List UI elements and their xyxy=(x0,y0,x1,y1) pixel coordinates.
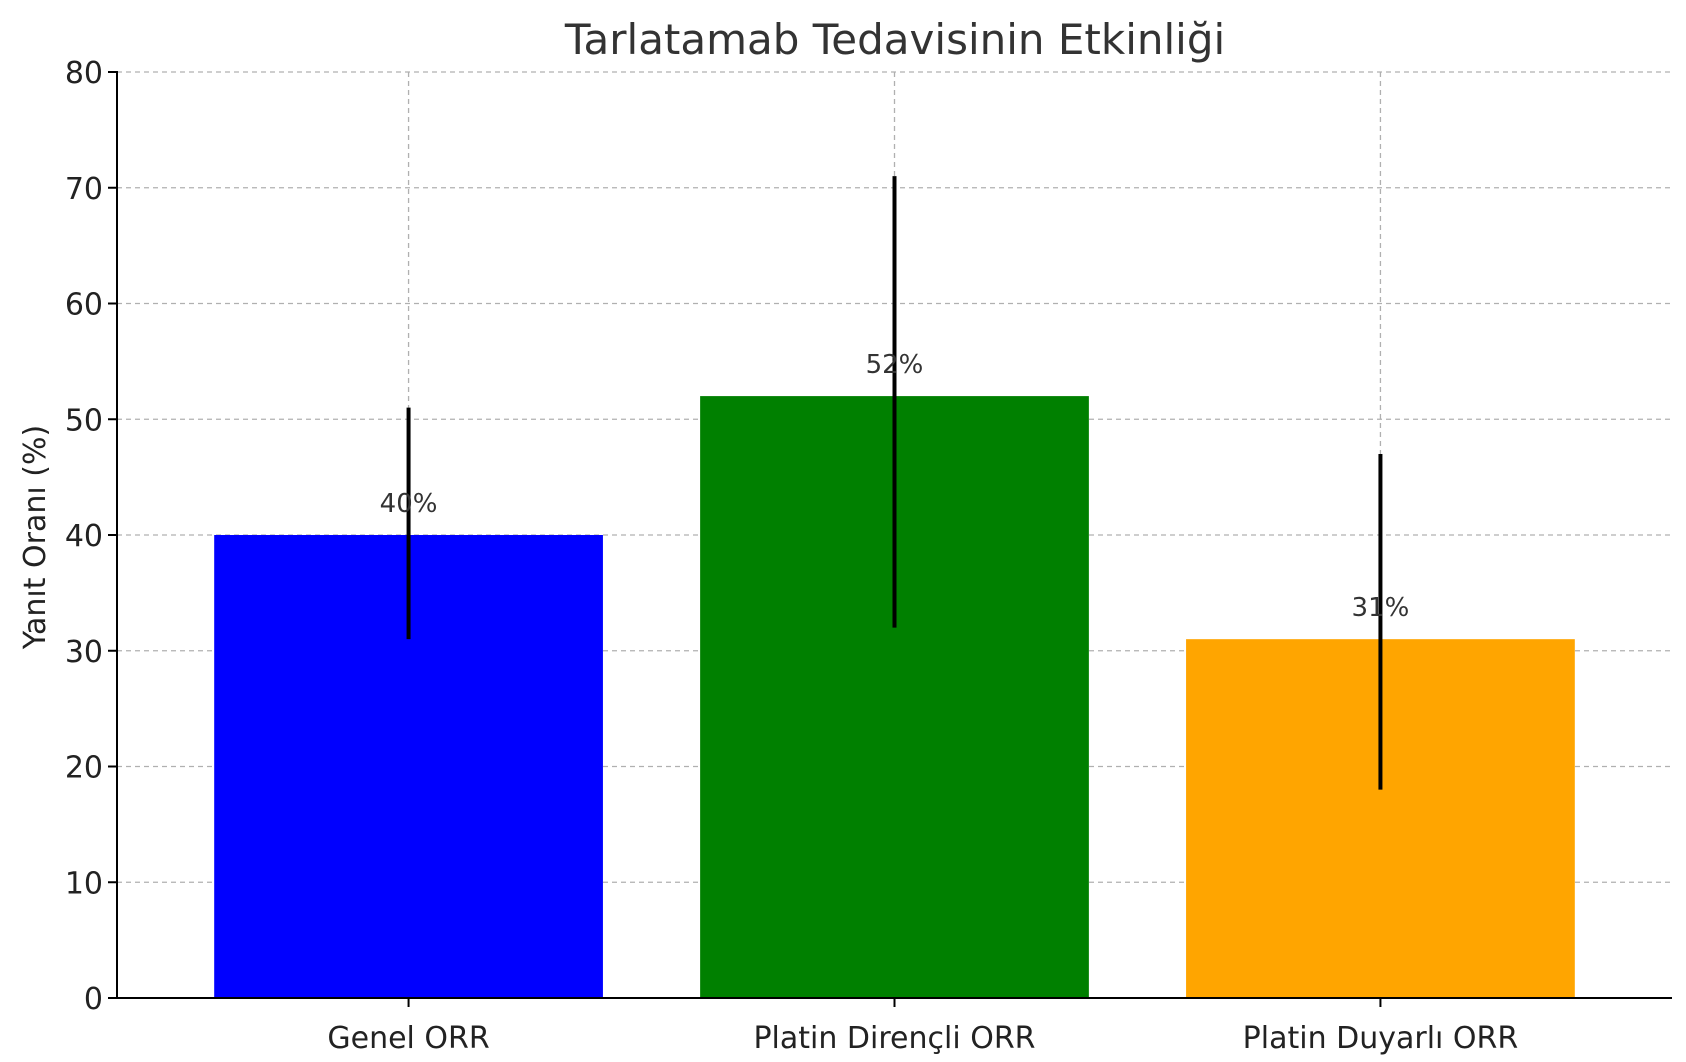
bar-value-label: 52% xyxy=(866,350,924,380)
bar-value-label: 31% xyxy=(1352,593,1410,623)
ticks-layer: 0 10 20 30 40 50 60 70 80 Genel ORR Platin Dirençl… xyxy=(65,56,1518,1056)
bar-value-label: 40% xyxy=(380,489,438,519)
error-bars-layer xyxy=(406,176,1383,790)
y-tick-label: 60 xyxy=(65,288,103,323)
value-labels-layer: 40% 52% 31% xyxy=(380,350,1410,623)
chart-title: Tarlatamab Tedavisinin Etkinliği xyxy=(564,15,1225,64)
y-tick-label: 70 xyxy=(65,172,103,207)
x-tick-label: Platin Duyarlı ORR xyxy=(1243,1021,1519,1056)
y-tick-label: 40 xyxy=(65,519,103,554)
bars-layer xyxy=(214,396,1575,999)
y-tick-label: 10 xyxy=(65,866,103,901)
y-tick-label: 50 xyxy=(65,403,103,438)
y-tick-label: 0 xyxy=(84,982,103,1017)
x-tick-label: Genel ORR xyxy=(327,1021,489,1056)
y-tick-label: 30 xyxy=(65,635,103,670)
y-tick-label: 20 xyxy=(65,751,103,786)
y-tick-label: 80 xyxy=(65,56,103,91)
x-tick-label: Platin Dirençli ORR xyxy=(753,1021,1035,1056)
y-axis-title: Yanıt Oranı (%) xyxy=(18,425,53,650)
